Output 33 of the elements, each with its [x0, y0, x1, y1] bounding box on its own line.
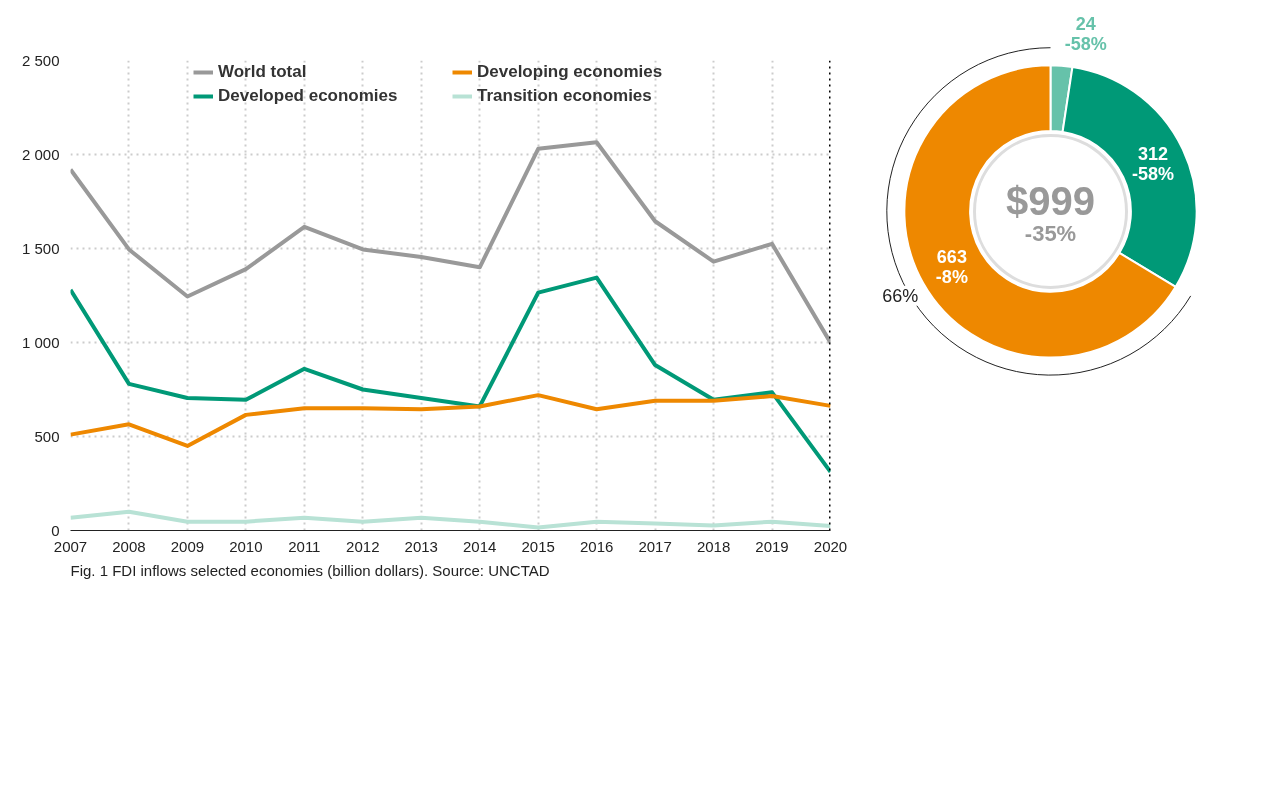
legend-label: World total — [218, 62, 308, 82]
x-tick-label: 2016 — [579, 537, 614, 555]
line-series — [70, 140, 831, 345]
x-tick-label: 2020 — [813, 537, 848, 555]
x-tick-label: 2007 — [53, 537, 88, 555]
data-label: 312 -58% — [1132, 143, 1175, 184]
data-label: 663 -8% — [935, 246, 968, 287]
text: 66% — [882, 285, 919, 306]
y-tick-label: 1 000 — [21, 334, 60, 351]
y-tick-label: 2 000 — [21, 146, 60, 163]
y-tick-label: 2 500 — [21, 52, 60, 69]
line-series — [70, 393, 831, 448]
legend-label: Transition economies — [477, 86, 653, 106]
legend-label: Developed economies — [218, 86, 399, 106]
x-tick-label: 2011 — [288, 537, 321, 555]
y-tick-label: 500 — [34, 428, 60, 445]
x-tick-label: 2014 — [463, 537, 497, 555]
x-tick-label: 2010 — [229, 537, 263, 555]
x-tick-label: 2015 — [521, 537, 555, 555]
line-series — [70, 275, 831, 474]
x-tick-label: 2012 — [346, 537, 380, 555]
x-tick-label: 2018 — [696, 537, 731, 555]
x-tick-label: 2019 — [755, 537, 789, 555]
x-tick-label: 2009 — [170, 537, 205, 555]
caption: Fig. 1 FDI inflows selected economies (billion dollars). Source: UNCTAD — [70, 561, 550, 579]
y-tick-label: 1 500 — [21, 240, 60, 257]
x-tick-label: 2013 — [404, 537, 438, 555]
legend-label: Developing economies — [477, 62, 664, 82]
x-tick-label: 2017 — [638, 537, 672, 555]
y-tick-label: 0 — [51, 522, 60, 539]
x-tick-label: 2008 — [112, 537, 146, 555]
line-series — [70, 509, 831, 530]
data-label: 24 -58% — [1064, 14, 1107, 55]
